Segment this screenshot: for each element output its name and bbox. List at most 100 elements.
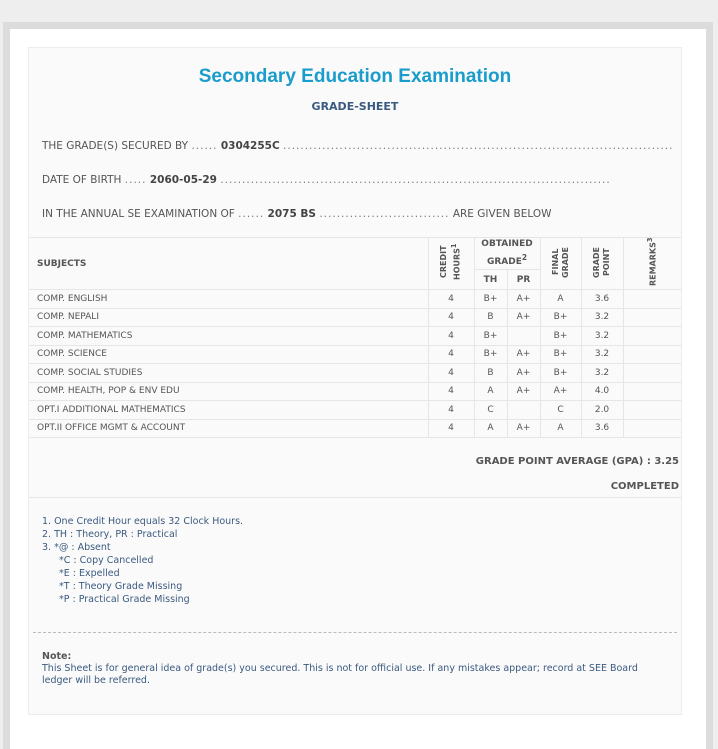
table-row: COMP. ENGLISH 4 B+ A+ A 3.6: [29, 289, 681, 309]
symbol-number: 0304255C: [220, 140, 280, 152]
note-text: This Sheet is for general idea of grade(…: [42, 663, 638, 686]
theory-header: TH: [473, 269, 508, 290]
grade-point-header: GRADE POINT: [580, 237, 624, 290]
footnote: 3. *@ : Absent: [42, 542, 111, 553]
subject-cell: COMP. SCIENCE: [29, 344, 429, 364]
practical-grade-cell: A+: [506, 363, 541, 383]
practical-grade-cell: [506, 326, 541, 346]
dob-value: 2060-05-29: [149, 174, 217, 186]
gpa-summary: GRADE POINT AVERAGE (GPA) : 3.25: [475, 456, 679, 467]
exam-label: IN THE ANNUAL SE EXAMINATION OF: [42, 208, 235, 220]
remarks-cell: [622, 326, 681, 346]
footnote: 2. TH : Theory, PR : Practical: [42, 529, 178, 540]
credit-cell: 4: [427, 344, 475, 364]
table-row: COMP. HEALTH, POP & ENV EDU 4 A A+ A+ 4.0: [29, 381, 681, 401]
footnotes: 1. One Credit Hour equals 32 Clock Hours…: [42, 515, 681, 606]
practical-grade-cell: A+: [506, 344, 541, 364]
subject-cell: COMP. NEPALI: [29, 307, 429, 327]
theory-grade-cell: B: [473, 363, 508, 383]
practical-header: PR: [506, 269, 541, 290]
practical-grade-cell: A+: [506, 381, 541, 401]
final-grade-header: FINAL GRADE: [539, 237, 582, 290]
final-grade-cell: B+: [539, 307, 582, 327]
theory-grade-cell: A: [473, 418, 508, 438]
credit-cell: 4: [427, 400, 475, 420]
final-grade-cell: A+: [539, 381, 582, 401]
remarks-cell: [622, 381, 681, 401]
subjects-header: SUBJECTS: [29, 237, 429, 290]
final-grade-cell: B+: [539, 326, 582, 346]
grade-point-cell: 4.0: [580, 381, 624, 401]
final-grade-cell: B+: [539, 363, 582, 383]
results-section: SUBJECTS CREDIT HOURS1 OBTAINED GRADE2 F…: [29, 237, 681, 687]
remarks-cell: [622, 344, 681, 364]
footnote: *E : Expelled: [59, 568, 120, 579]
exam-line: IN THE ANNUAL SE EXAMINATION OF ...... 2…: [42, 208, 552, 220]
divider: [29, 497, 681, 498]
page-subtitle: GRADE-SHEET: [311, 100, 399, 113]
table-row: COMP. NEPALI 4 B A+ B+ 3.2: [29, 307, 681, 327]
practical-grade-cell: A+: [506, 418, 541, 438]
result-status: COMPLETED: [610, 481, 679, 492]
secured-by-line: THE GRADE(S) SECURED BY ...... 0304255C …: [42, 140, 674, 152]
remarks-cell: [622, 363, 681, 383]
grade-point-cell: 3.6: [580, 418, 624, 438]
exam-suffix: ARE GIVEN BELOW: [452, 208, 552, 220]
dashed-divider: [33, 632, 677, 633]
credit-cell: 4: [427, 381, 475, 401]
grade-table: SUBJECTS CREDIT HOURS1 OBTAINED GRADE2 F…: [29, 237, 681, 438]
remarks-cell: [622, 418, 681, 438]
footnote: *P : Practical Grade Missing: [59, 594, 190, 605]
footnote: *C : Copy Cancelled: [59, 555, 154, 566]
final-grade-cell: A: [539, 289, 582, 309]
theory-grade-cell: B+: [473, 289, 508, 309]
grade-sheet-card: Secondary Education Examination GRADE-SH…: [28, 47, 682, 715]
grade-point-cell: 3.2: [580, 326, 624, 346]
table-row: OPT.II OFFICE MGMT & ACCOUNT 4 A A+ A 3.6: [29, 418, 681, 438]
subject-cell: COMP. ENGLISH: [29, 289, 429, 309]
note: Note: This Sheet is for general idea of …: [42, 651, 661, 687]
theory-grade-cell: B+: [473, 326, 508, 346]
practical-grade-cell: [506, 400, 541, 420]
credit-cell: 4: [427, 289, 475, 309]
footnote: *T : Theory Grade Missing: [59, 581, 183, 592]
table-row: COMP. SCIENCE 4 B+ A+ B+ 3.2: [29, 344, 681, 364]
remarks-cell: [622, 400, 681, 420]
obtained-grade-header: OBTAINED GRADE2: [473, 237, 541, 270]
credit-cell: 4: [427, 363, 475, 383]
grade-point-cell: 3.2: [580, 344, 624, 364]
final-grade-cell: A: [539, 418, 582, 438]
theory-grade-cell: A: [473, 381, 508, 401]
subject-cell: OPT.II OFFICE MGMT & ACCOUNT: [29, 418, 429, 438]
subject-cell: COMP. MATHEMATICS: [29, 326, 429, 346]
subject-cell: COMP. HEALTH, POP & ENV EDU: [29, 381, 429, 401]
remarks-cell: [622, 307, 681, 327]
theory-grade-cell: C: [473, 400, 508, 420]
grade-point-cell: 2.0: [580, 400, 624, 420]
credit-cell: 4: [427, 326, 475, 346]
page-title: Secondary Education Examination: [198, 66, 512, 87]
credit-hours-header: CREDIT HOURS1: [427, 237, 475, 290]
remarks-cell: [622, 289, 681, 309]
grade-point-cell: 3.2: [580, 363, 624, 383]
table-row: OPT.I ADDITIONAL MATHEMATICS 4 C C 2.0: [29, 400, 681, 420]
subject-cell: OPT.I ADDITIONAL MATHEMATICS: [29, 400, 429, 420]
grade-point-cell: 3.6: [580, 289, 624, 309]
subject-cell: COMP. SOCIAL STUDIES: [29, 363, 429, 383]
exam-year: 2075 BS: [267, 208, 316, 220]
footnote: 1. One Credit Hour equals 32 Clock Hours…: [42, 516, 244, 527]
credit-cell: 4: [427, 418, 475, 438]
theory-grade-cell: B: [473, 307, 508, 327]
table-row: COMP. SOCIAL STUDIES 4 B A+ B+ 3.2: [29, 363, 681, 383]
practical-grade-cell: A+: [506, 289, 541, 309]
dob-line: DATE OF BIRTH ..... 2060-05-29 .........…: [42, 174, 611, 186]
table-row: COMP. MATHEMATICS 4 B+ B+ 3.2: [29, 326, 681, 346]
theory-grade-cell: B+: [473, 344, 508, 364]
credit-cell: 4: [427, 307, 475, 327]
dob-label: DATE OF BIRTH: [42, 174, 122, 186]
secured-by-label: THE GRADE(S) SECURED BY: [42, 140, 189, 152]
final-grade-cell: B+: [539, 344, 582, 364]
note-label: Note:: [42, 651, 72, 662]
practical-grade-cell: A+: [506, 307, 541, 327]
final-grade-cell: C: [539, 400, 582, 420]
